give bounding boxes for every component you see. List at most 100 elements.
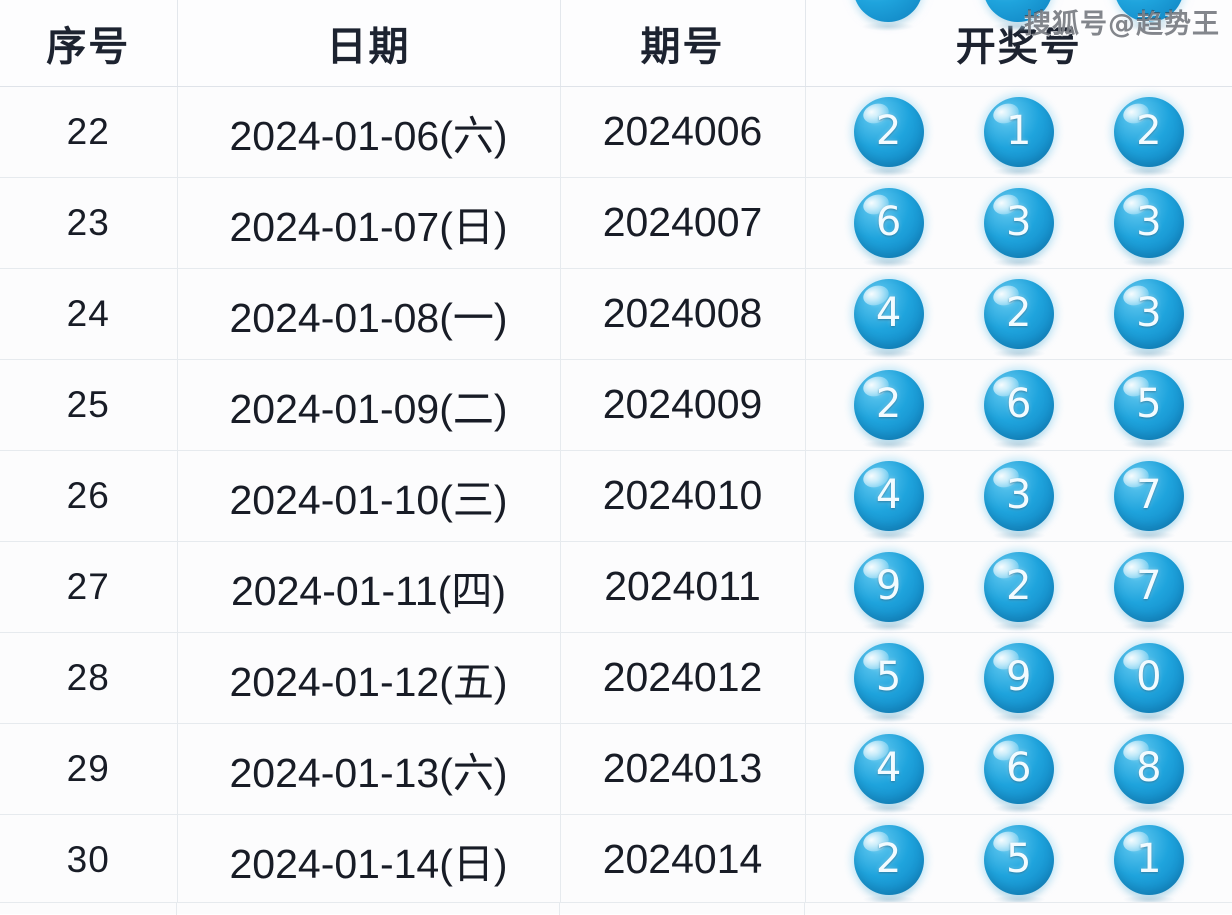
lottery-ball-number: 3 bbox=[1006, 202, 1031, 242]
lottery-ball-number: 4 bbox=[876, 475, 901, 515]
cell-sequence: 29 bbox=[0, 723, 177, 814]
lottery-ball-number: 4 bbox=[876, 748, 901, 788]
lottery-ball: 1 bbox=[984, 97, 1054, 167]
next-row-sliver-date bbox=[177, 903, 560, 915]
next-row-sliver-balls bbox=[805, 903, 1232, 915]
winning-number-ball-group: 5 9 0 bbox=[806, 633, 1232, 723]
lottery-ball-number: 2 bbox=[876, 839, 901, 879]
lottery-ball: 5 bbox=[854, 643, 924, 713]
lottery-ball-number: 7 bbox=[1136, 566, 1161, 606]
column-header-sequence: 序号 bbox=[0, 0, 177, 86]
lottery-ball-number: 7 bbox=[1136, 475, 1161, 515]
cell-date: 2024-01-06(六) bbox=[177, 86, 560, 177]
cell-issue: 2024006 bbox=[560, 86, 805, 177]
cell-issue: 2024009 bbox=[560, 359, 805, 450]
lottery-ball-number: 8 bbox=[1136, 748, 1161, 788]
lottery-ball: 0 bbox=[1114, 643, 1184, 713]
lottery-ball: 6 bbox=[854, 188, 924, 258]
lottery-ball: 7 bbox=[1114, 461, 1184, 531]
lottery-ball: 4 bbox=[854, 734, 924, 804]
lottery-ball: 9 bbox=[984, 643, 1054, 713]
cell-date: 2024-01-09(二) bbox=[177, 359, 560, 450]
lottery-ball: 5 bbox=[1114, 370, 1184, 440]
cell-date: 2024-01-07(日) bbox=[177, 177, 560, 268]
lottery-ball-number: 2 bbox=[876, 111, 901, 151]
lottery-ball-number: 5 bbox=[876, 657, 901, 697]
table-header-row: 序号 日期 期号 开奖号 bbox=[0, 0, 1232, 86]
cell-sequence: 23 bbox=[0, 177, 177, 268]
winning-number-ball-group: 9 2 7 bbox=[806, 542, 1232, 632]
lottery-ball: 5 bbox=[984, 825, 1054, 895]
lottery-ball-number: 6 bbox=[876, 202, 901, 242]
column-header-issue: 期号 bbox=[560, 0, 805, 86]
lottery-ball: 4 bbox=[854, 279, 924, 349]
cell-winning-numbers: 4 3 7 bbox=[805, 450, 1232, 541]
cell-issue: 2024011 bbox=[560, 541, 805, 632]
lottery-ball: 1 bbox=[1114, 825, 1184, 895]
lottery-ball: 2 bbox=[854, 97, 924, 167]
next-row-sliver-issue bbox=[560, 903, 805, 915]
next-row-sliver bbox=[0, 902, 1232, 914]
lottery-ball: 7 bbox=[1114, 552, 1184, 622]
lottery-ball: 3 bbox=[984, 188, 1054, 258]
table-header: 序号 日期 期号 开奖号 bbox=[0, 0, 1232, 86]
lottery-ball: 8 bbox=[1114, 734, 1184, 804]
lottery-ball-number: 2 bbox=[1136, 111, 1161, 151]
winning-number-ball-group: 2 6 5 bbox=[806, 360, 1232, 450]
lottery-ball-number: 1 bbox=[1136, 839, 1161, 879]
cell-date: 2024-01-10(三) bbox=[177, 450, 560, 541]
next-row-sliver-sequence bbox=[0, 903, 177, 915]
lottery-ball: 2 bbox=[854, 370, 924, 440]
cell-date: 2024-01-11(四) bbox=[177, 541, 560, 632]
cell-winning-numbers: 9 2 7 bbox=[805, 541, 1232, 632]
winning-number-ball-group: 4 3 7 bbox=[806, 451, 1232, 541]
cell-date: 2024-01-13(六) bbox=[177, 723, 560, 814]
cell-winning-numbers: 5 9 0 bbox=[805, 632, 1232, 723]
lottery-ball-number: 0 bbox=[1136, 657, 1161, 697]
cell-date: 2024-01-14(日) bbox=[177, 814, 560, 905]
cell-winning-numbers: 2 5 1 bbox=[805, 814, 1232, 905]
lottery-ball-number: 2 bbox=[1006, 566, 1031, 606]
lottery-ball-number: 6 bbox=[1006, 384, 1031, 424]
winning-number-ball-group: 2 1 2 bbox=[806, 87, 1232, 177]
cell-issue: 2024010 bbox=[560, 450, 805, 541]
column-header-winning-numbers: 开奖号 bbox=[805, 0, 1232, 86]
lottery-ball-number: 3 bbox=[1136, 293, 1161, 333]
lottery-ball: 3 bbox=[1114, 279, 1184, 349]
cell-date: 2024-01-08(一) bbox=[177, 268, 560, 359]
lottery-ball-number: 5 bbox=[1136, 384, 1161, 424]
lottery-ball: 9 bbox=[854, 552, 924, 622]
winning-number-ball-group: 4 2 3 bbox=[806, 269, 1232, 359]
lottery-ball: 2 bbox=[854, 825, 924, 895]
cell-sequence: 26 bbox=[0, 450, 177, 541]
cell-sequence: 27 bbox=[0, 541, 177, 632]
cell-date: 2024-01-12(五) bbox=[177, 632, 560, 723]
cell-sequence: 28 bbox=[0, 632, 177, 723]
lottery-ball: 2 bbox=[1114, 97, 1184, 167]
cell-winning-numbers: 2 6 5 bbox=[805, 359, 1232, 450]
lottery-ball: 3 bbox=[1114, 188, 1184, 258]
cell-issue: 2024013 bbox=[560, 723, 805, 814]
winning-number-ball-group: 2 5 1 bbox=[806, 815, 1232, 905]
lottery-ball-number: 1 bbox=[1006, 111, 1031, 151]
lottery-ball: 3 bbox=[984, 461, 1054, 531]
lottery-ball-number: 2 bbox=[1006, 293, 1031, 333]
lottery-ball-number: 3 bbox=[1136, 202, 1161, 242]
cell-winning-numbers: 2 1 2 bbox=[805, 86, 1232, 177]
lottery-ball-number: 5 bbox=[1006, 839, 1031, 879]
lottery-ball: 2 bbox=[984, 552, 1054, 622]
lottery-ball: 2 bbox=[984, 279, 1054, 349]
